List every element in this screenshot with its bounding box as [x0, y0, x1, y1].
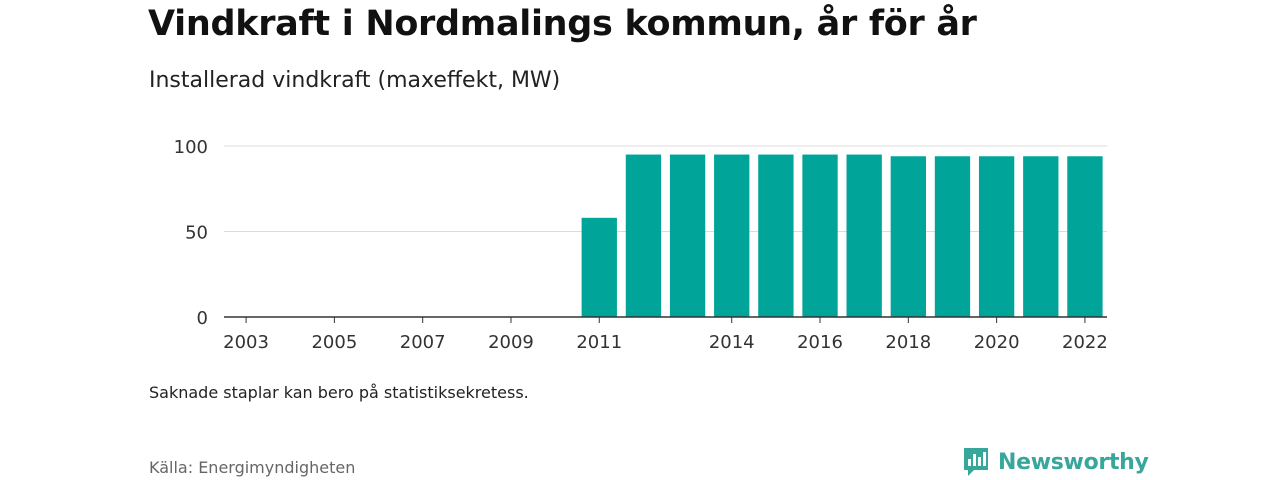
bar — [846, 154, 882, 317]
bar — [1067, 156, 1103, 317]
bar — [758, 154, 794, 317]
y-tick-label: 50 — [185, 223, 208, 244]
bar — [802, 154, 838, 317]
x-tick-label: 2009 — [488, 332, 534, 353]
bar — [625, 154, 662, 317]
y-tick-label: 100 — [174, 137, 208, 158]
x-tick-label: 2005 — [311, 332, 357, 353]
x-tick-label: 2003 — [223, 332, 269, 353]
x-tick-label: 2016 — [797, 332, 843, 353]
bar-chart: 0 50 100 2003 2005 2007 2009 2011 2014 2016 2018 20… — [174, 137, 1108, 353]
bar — [934, 156, 971, 317]
y-tick-label: 0 — [197, 308, 208, 329]
brand-name: Newsworthy — [998, 449, 1149, 475]
bar — [890, 156, 926, 317]
bar — [581, 217, 617, 317]
bar — [1023, 156, 1059, 317]
x-tick-label: 2022 — [1062, 332, 1108, 353]
chart-subtitle: Installerad vindkraft (maxeffekt, MW) — [149, 68, 561, 93]
x-tick-label: 2007 — [400, 332, 446, 353]
bar — [669, 154, 706, 317]
footnote: Saknade staplar kan bero på statistiksek… — [149, 383, 529, 402]
x-tick-label: 2018 — [885, 332, 931, 353]
x-tick-label: 2011 — [576, 332, 622, 353]
bar — [714, 154, 750, 317]
chart-title: Vindkraft i Nordmalings kommun, år för å… — [148, 4, 977, 44]
newsworthy-logo: Newsworthy — [962, 446, 1149, 478]
x-tick-label: 2020 — [974, 332, 1020, 353]
newsworthy-logo-icon — [964, 448, 988, 476]
x-tick-label: 2014 — [709, 332, 755, 353]
bar — [978, 156, 1015, 317]
source-credit: Källa: Energimyndigheten — [149, 458, 356, 477]
